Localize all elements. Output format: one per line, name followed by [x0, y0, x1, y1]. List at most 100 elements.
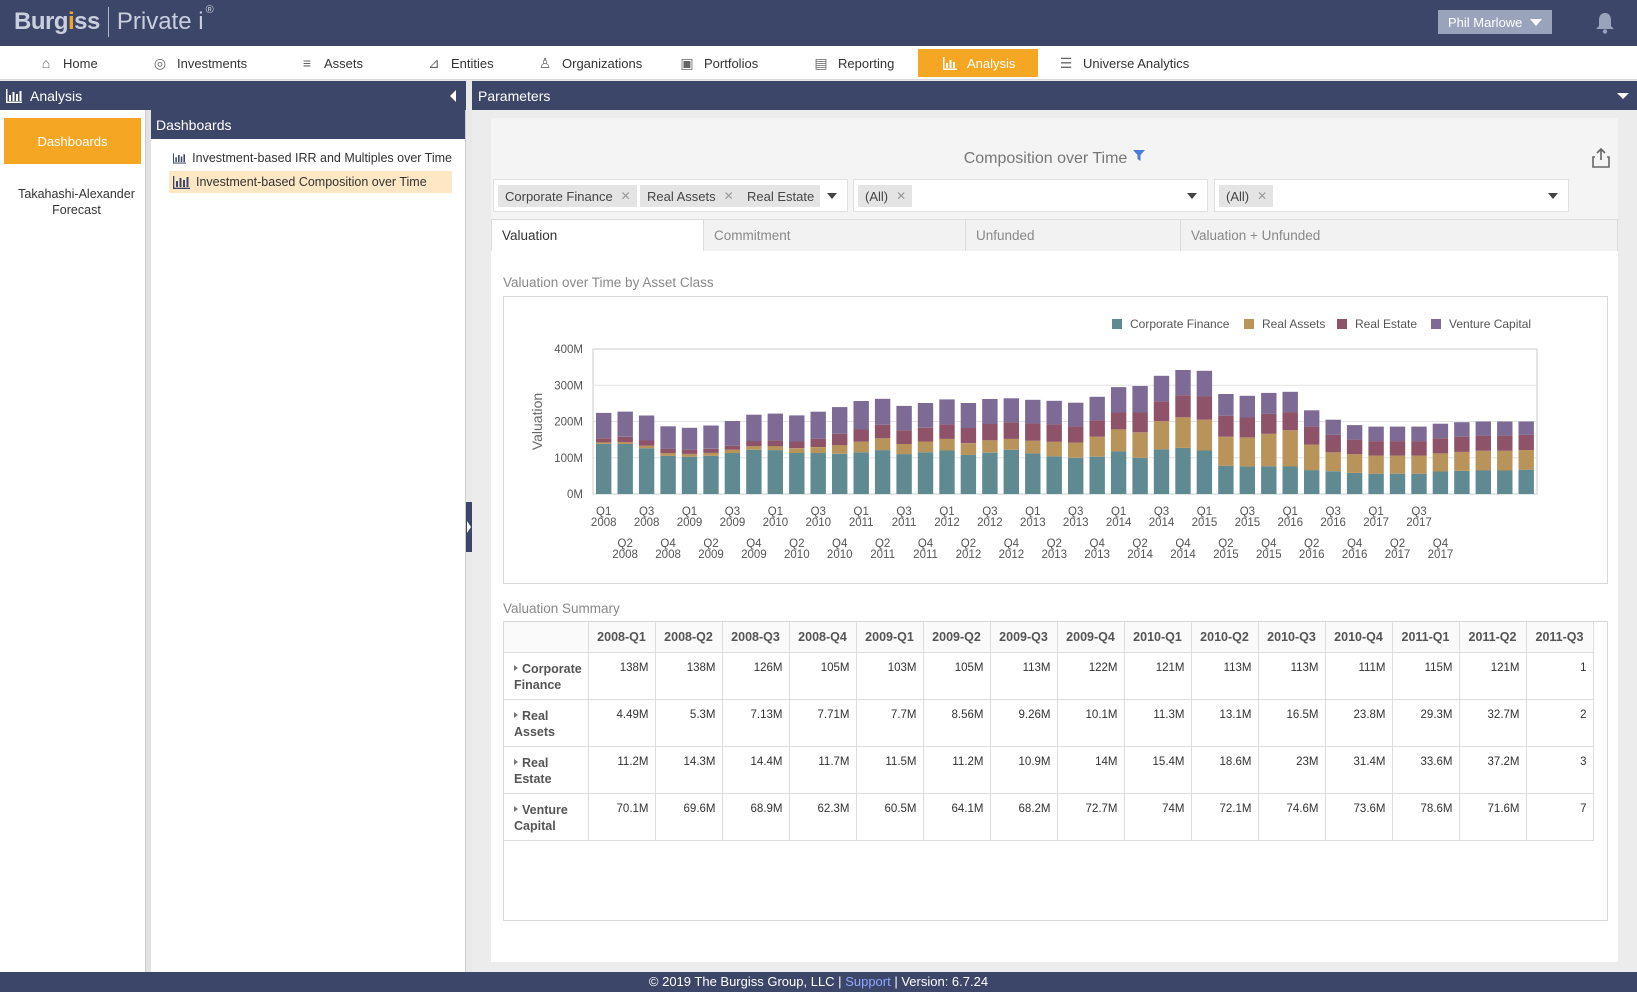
- row-header-expand[interactable]: Corporate Finance: [504, 652, 589, 700]
- tab-panel: Valuation over Time by Asset Class 0M 100…: [491, 251, 1618, 962]
- table-cell: 23M: [1258, 746, 1326, 794]
- chart-bars-icon: [173, 175, 190, 189]
- reporting-icon: ▤: [814, 55, 828, 71]
- bar-segment: [832, 433, 848, 446]
- bar-segment: [982, 424, 998, 441]
- filter-chip[interactable]: Corporate Finance ✕: [498, 185, 637, 207]
- chevron-down-icon[interactable]: [827, 193, 837, 199]
- analysis-panel-header: Analysis: [0, 81, 466, 110]
- second-filter[interactable]: (All) ✕: [853, 179, 1208, 212]
- table-cell: 11.5M: [856, 746, 924, 794]
- close-icon[interactable]: ✕: [1257, 189, 1268, 203]
- bar-segment: [596, 442, 612, 444]
- page-title: Composition over Time: [491, 150, 1618, 168]
- burgiss-logo[interactable]: Burgiss Private i ®: [14, 4, 214, 37]
- splitter-handle[interactable]: [466, 502, 472, 552]
- filter-chip[interactable]: (All) ✕: [1219, 185, 1274, 207]
- bar-segment: [1454, 470, 1470, 494]
- row-header-expand[interactable]: Real Estate: [504, 746, 589, 794]
- bar-segment: [638, 415, 655, 441]
- assets-icon: ≡: [302, 55, 312, 71]
- chevron-down-icon[interactable]: [1548, 193, 1558, 199]
- nav-analysis[interactable]: Analysis: [918, 49, 1038, 77]
- nav-universe-analytics[interactable]: ☰ Universe Analytics: [1059, 55, 1190, 71]
- close-icon[interactable]: ✕: [896, 189, 907, 203]
- tab-valuation-unfunded[interactable]: Valuation + Unfunded: [1180, 219, 1618, 252]
- nav-assets[interactable]: ≡ Assets: [291, 49, 381, 77]
- expand-triangle-icon[interactable]: [514, 711, 518, 718]
- expand-triangle-icon[interactable]: [514, 664, 518, 671]
- bar-segment: [1325, 434, 1341, 453]
- entities-icon: ⊿: [428, 55, 440, 71]
- chevron-down-icon[interactable]: [1187, 193, 1197, 199]
- x-tick-label: Q3 2009: [720, 506, 746, 529]
- legend-label: Real Assets: [1262, 317, 1325, 331]
- bar-segment: [1325, 419, 1341, 435]
- bar-segment: [1003, 398, 1019, 423]
- dashboards-button[interactable]: Dashboards: [4, 118, 141, 164]
- nav-portfolios[interactable]: ▣ Portfolios: [680, 55, 759, 71]
- bar-segment: [1368, 455, 1384, 474]
- bar-segment: [1068, 457, 1084, 495]
- bar-segment: [810, 447, 826, 454]
- nav-investments[interactable]: ◎ Investments: [153, 55, 248, 71]
- parameters-header[interactable]: Parameters: [472, 81, 1637, 110]
- forecast-item[interactable]: Takahashi-Alexander Forecast: [18, 187, 135, 217]
- y-tick-label: 0M: [567, 489, 583, 501]
- bar-segment: [767, 440, 783, 447]
- filter-chip[interactable]: Real Assets ✕: [640, 185, 740, 207]
- filter-chip[interactable]: Real Estate: [740, 185, 821, 207]
- legend-swatch: [1244, 319, 1254, 329]
- x-tick-label: Q2 2016: [1299, 538, 1325, 561]
- nav-organizations[interactable]: ♙ Organizations: [538, 55, 643, 71]
- bar-segment: [1261, 466, 1277, 494]
- tab-valuation[interactable]: Valuation: [491, 219, 704, 252]
- bar-segment: [1110, 387, 1127, 413]
- bar-segment: [1346, 439, 1363, 455]
- table-cell: 11.2M: [923, 746, 991, 794]
- investments-icon: ◎: [153, 55, 167, 71]
- user-menu-button[interactable]: Phil Marlowe: [1438, 10, 1552, 34]
- filter-chip[interactable]: (All) ✕: [858, 185, 913, 207]
- tab-unfunded[interactable]: Unfunded: [965, 219, 1181, 252]
- bar-segment: [1046, 400, 1062, 425]
- expand-triangle-icon[interactable]: [514, 805, 518, 812]
- dashboard-item-selected[interactable]: Investment-based Composition over Time: [169, 171, 452, 193]
- bar-segment: [789, 453, 805, 494]
- bar-segment: [789, 448, 805, 453]
- nav-home[interactable]: ⌂ Home: [30, 49, 120, 77]
- valuation-chart: 0M 100M 200M 300M 400M Valuation Q1 2008 Q3 2008 Q…: [503, 296, 1608, 584]
- support-link[interactable]: Support: [845, 974, 891, 989]
- bar-segment: [703, 448, 719, 453]
- bar-segment: [939, 399, 955, 425]
- bar-segment: [917, 403, 934, 428]
- table-cell: 14.4M: [722, 746, 790, 794]
- legend-swatch: [1112, 319, 1122, 329]
- asset-class-filter[interactable]: Corporate Finance ✕ Real Assets ✕ Real Est…: [493, 179, 848, 212]
- bar-segment: [1475, 470, 1491, 494]
- expand-triangle-icon[interactable]: [514, 758, 518, 765]
- close-icon[interactable]: ✕: [620, 189, 631, 203]
- nav-reporting[interactable]: ▤ Reporting: [814, 55, 895, 71]
- bar-segment: [767, 450, 783, 494]
- tab-commitment[interactable]: Commitment: [703, 219, 966, 252]
- x-tick-label: Q4 2016: [1342, 538, 1368, 561]
- third-filter[interactable]: (All) ✕: [1214, 179, 1569, 212]
- bar-segment: [960, 454, 977, 494]
- x-tick-label: Q3 2008: [634, 506, 660, 529]
- bell-icon[interactable]: [1595, 12, 1615, 34]
- close-icon[interactable]: ✕: [723, 189, 734, 203]
- row-header-expand[interactable]: Venture Capital: [504, 793, 589, 841]
- share-icon[interactable]: [1592, 148, 1610, 168]
- bar-segment: [703, 425, 719, 449]
- x-tick-label: Q4 2012: [999, 538, 1025, 561]
- table-cell: 11.7M: [789, 746, 857, 794]
- bar-segment: [1389, 473, 1406, 494]
- row-header-expand[interactable]: Real Assets: [504, 699, 589, 747]
- filter-icon[interactable]: [1133, 150, 1146, 162]
- bar-segment: [1411, 455, 1427, 474]
- nav-entities[interactable]: ⊿ Entities: [418, 49, 508, 77]
- bar-segment: [1389, 426, 1406, 442]
- collapse-left-icon[interactable]: [450, 90, 456, 102]
- dashboard-item[interactable]: Investment-based IRR and Multiples over …: [169, 147, 452, 169]
